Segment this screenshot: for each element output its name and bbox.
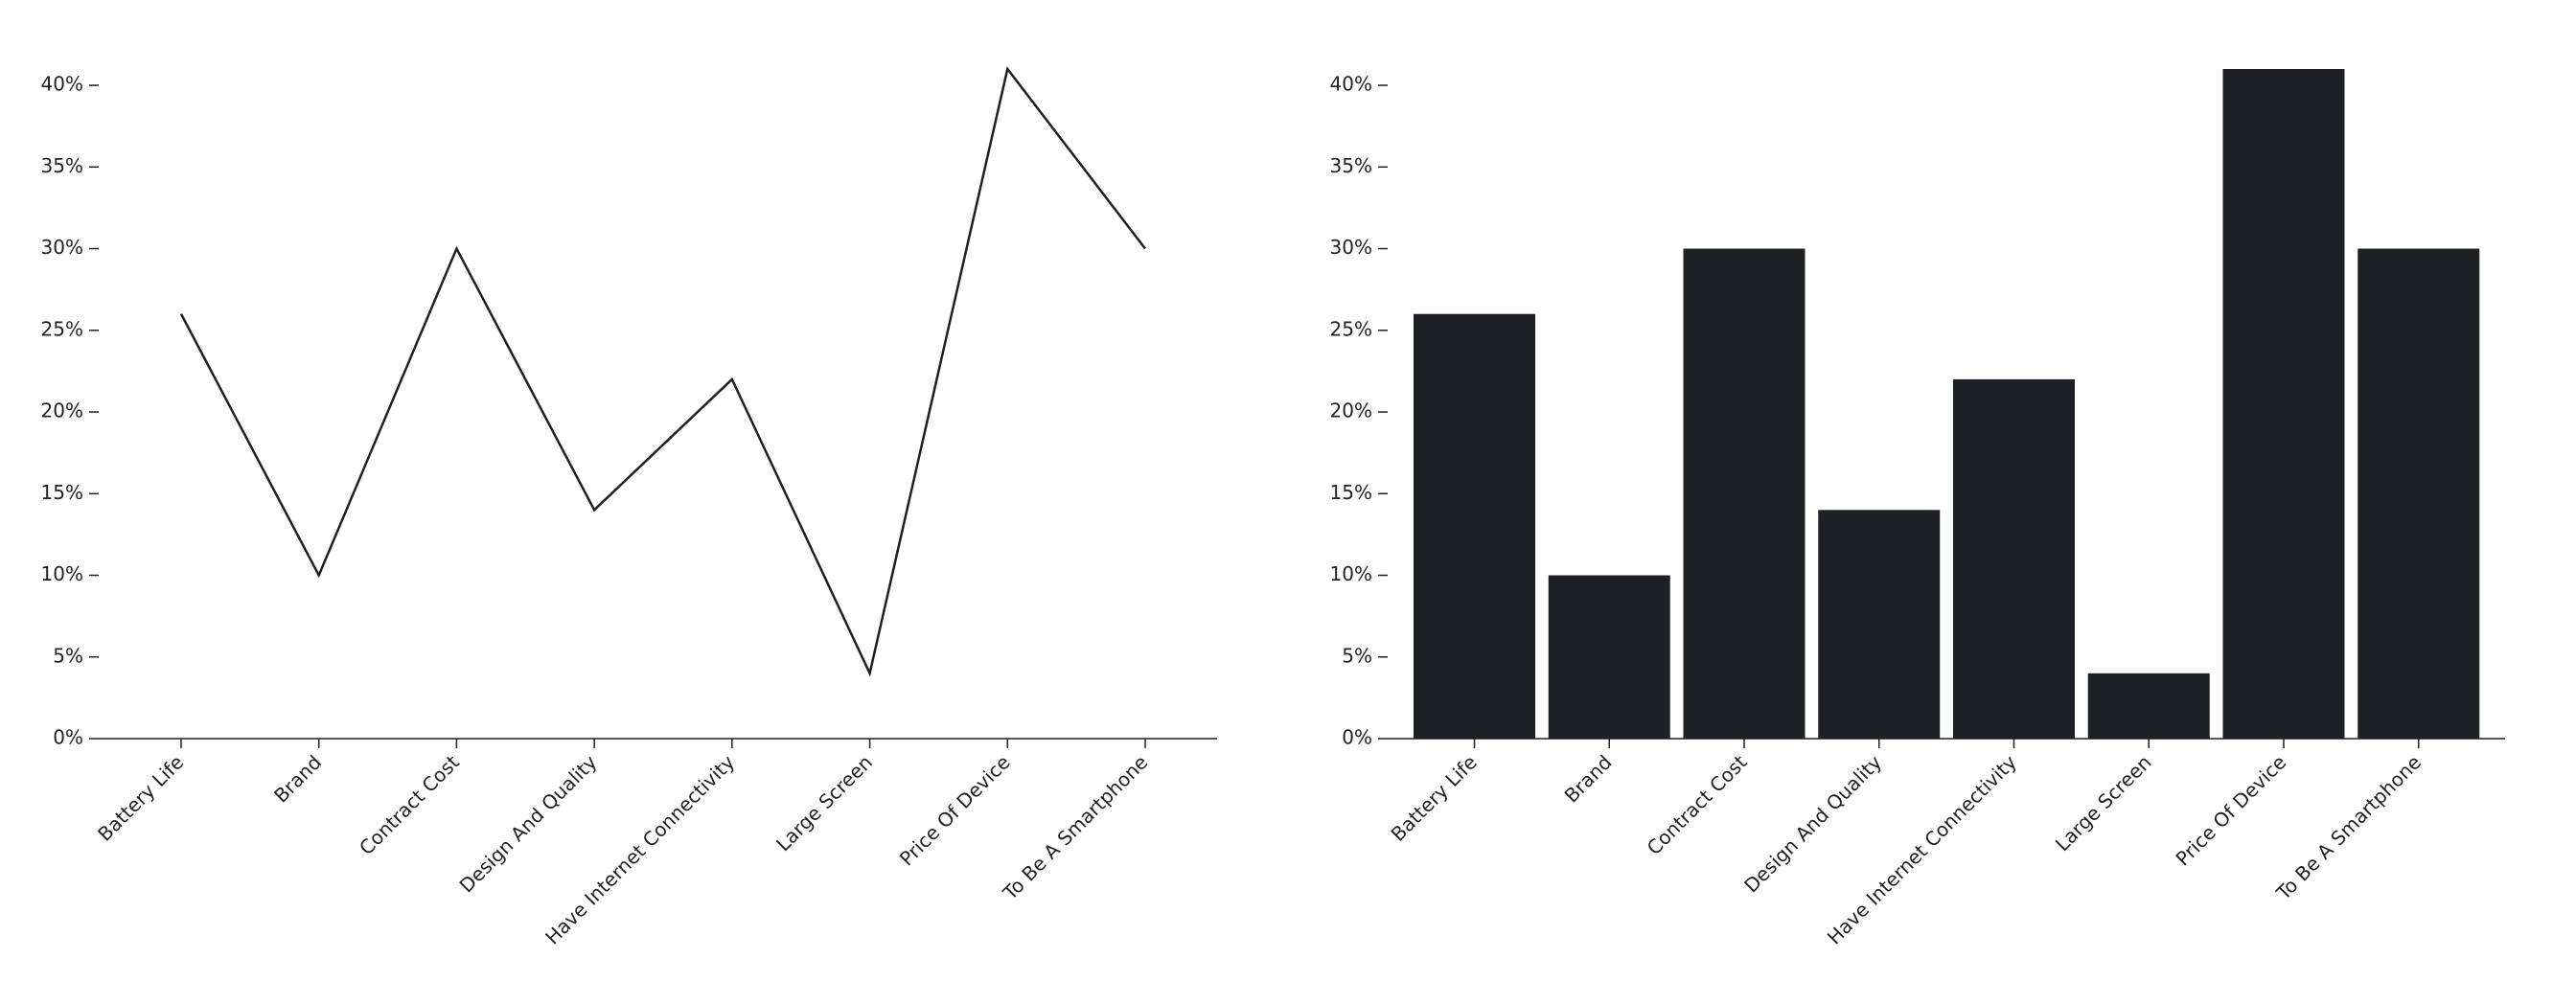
x-tick-label: Design And Quality: [1739, 750, 1886, 897]
x-tick-label: Price Of Device: [895, 750, 1015, 870]
y-tick-label: 10%: [1330, 562, 1372, 585]
y-tick-label: 15%: [1330, 481, 1372, 504]
y-tick-label: 35%: [1330, 154, 1372, 177]
y-tick-label: 35%: [41, 154, 83, 177]
y-tick-label: 25%: [1330, 317, 1372, 340]
x-tick-label: Brand: [269, 750, 326, 807]
y-tick-label: 20%: [1330, 399, 1372, 422]
bar: [1818, 510, 1941, 739]
x-tick-label: Large Screen: [771, 750, 877, 856]
x-tick-label: Battery Life: [93, 750, 188, 845]
bar: [1683, 248, 1806, 739]
bar: [2358, 248, 2480, 739]
x-tick-label: Design And Quality: [455, 750, 602, 897]
x-tick-label: To Be A Smartphone: [998, 750, 1152, 904]
x-tick-label: Price Of Device: [2171, 750, 2290, 870]
bar: [1548, 575, 1670, 739]
x-tick-label: Battery Life: [1387, 750, 1482, 845]
y-tick-label: 5%: [53, 644, 83, 667]
y-tick-label: 40%: [41, 73, 83, 96]
y-tick-label: 0%: [53, 726, 83, 749]
y-tick-label: 40%: [1330, 73, 1372, 96]
x-tick-label: Large Screen: [2051, 750, 2156, 856]
y-tick-label: 0%: [1342, 726, 1372, 749]
x-tick-label: Contract Cost: [355, 750, 464, 859]
bar: [2087, 673, 2210, 739]
x-tick-label: Brand: [1560, 750, 1617, 807]
bar: [1414, 313, 1535, 739]
x-tick-label: To Be A Smartphone: [2271, 750, 2426, 904]
bar: [1953, 378, 2075, 739]
y-tick-label: 30%: [41, 236, 83, 259]
bar: [2222, 69, 2345, 739]
y-tick-label: 30%: [1330, 236, 1372, 259]
x-tick-label: Contract Cost: [1643, 750, 1752, 859]
line: [179, 66, 1146, 677]
y-tick-label: 20%: [41, 399, 83, 422]
y-tick-label: 5%: [1342, 644, 1372, 667]
y-tick-label: 25%: [41, 317, 83, 340]
y-tick-label: 15%: [41, 481, 83, 504]
y-tick-label: 10%: [41, 562, 83, 585]
